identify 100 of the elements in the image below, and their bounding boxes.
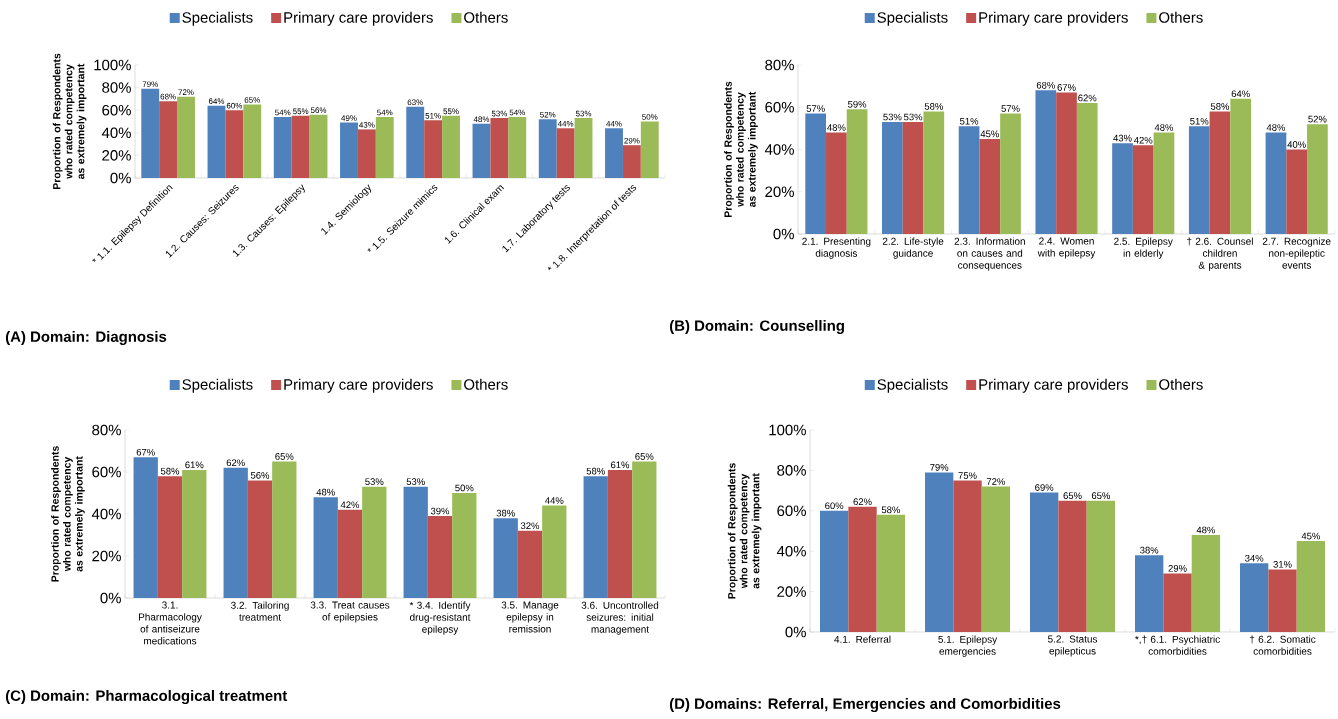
bar xyxy=(1286,149,1308,234)
bar xyxy=(375,116,394,178)
x-tick-label: 2.3. Information on causes and consequences xyxy=(954,237,1025,271)
y-tick-label: 100% xyxy=(769,424,806,436)
legend-label: Others xyxy=(1159,11,1203,23)
data-label: 39% xyxy=(430,507,450,515)
bar xyxy=(923,111,945,234)
y-tick-label: 40% xyxy=(764,144,794,155)
y-tick-label: 0% xyxy=(110,172,131,184)
bar xyxy=(177,96,195,178)
legend-label: Others xyxy=(464,11,508,23)
bar xyxy=(493,518,518,598)
bar xyxy=(846,109,868,234)
data-label: 34% xyxy=(1245,554,1264,562)
bar xyxy=(490,118,509,178)
y-axis-title: Proportion of Respondents who rated competency as extremely important xyxy=(52,53,87,190)
data-label: 61% xyxy=(611,461,630,469)
y-tick-label: 60% xyxy=(92,466,121,478)
bar xyxy=(309,114,328,178)
bar xyxy=(406,106,425,178)
bar xyxy=(538,119,557,178)
bar xyxy=(273,116,292,178)
data-label: 58% xyxy=(586,467,605,475)
bar xyxy=(981,486,1011,632)
legend-label: Specialists xyxy=(182,11,253,26)
x-tick-label: 3.2. Tailoring treatment xyxy=(231,601,289,621)
data-label: 53% xyxy=(883,113,902,121)
y-tick-label: 80% xyxy=(92,424,121,436)
x-tick-label: *,† 6.1. Psychiatric comorbidities xyxy=(1135,635,1220,655)
bar xyxy=(472,123,491,178)
bar xyxy=(1268,569,1297,632)
legend-label: Primary care providers xyxy=(979,378,1128,393)
bar xyxy=(243,104,262,178)
x-tick-label: 2.1. Presenting diagnosis xyxy=(802,237,871,259)
bar xyxy=(902,122,924,234)
bar xyxy=(958,126,980,234)
data-label: 31% xyxy=(1273,560,1292,568)
x-tick-label: 2.4. Women with epilepsy xyxy=(1037,237,1096,259)
data-label: 79% xyxy=(930,464,949,471)
y-axis-title: Proportion of Respondents who rated competency as extremely important xyxy=(727,463,762,599)
bar xyxy=(1296,541,1326,632)
bar xyxy=(1163,573,1192,632)
y-tick-label: 40% xyxy=(776,545,806,557)
bar xyxy=(442,115,460,178)
y-tick-label: 80% xyxy=(777,465,806,476)
bar xyxy=(1030,492,1059,632)
bar xyxy=(1240,563,1269,632)
bar xyxy=(1209,111,1231,234)
data-label: 53% xyxy=(406,478,425,485)
legend-label: Primary care providers xyxy=(284,11,433,26)
data-label: 45% xyxy=(1301,532,1321,540)
data-label: 62% xyxy=(226,459,245,467)
bar xyxy=(1076,103,1098,234)
bar xyxy=(427,516,453,598)
x-tick-label: 2.2. Life-style guidance xyxy=(882,237,944,259)
x-tick-label: 5.1. Epilepsy emergencies xyxy=(938,635,998,657)
data-label: 60% xyxy=(825,502,844,510)
x-tick-label: 2.5. Epilepsy in elderly xyxy=(1114,237,1173,259)
y-tick-label: 80% xyxy=(765,59,794,71)
x-tick-label: † 2.6. Counsel children & parents xyxy=(1187,237,1253,271)
data-label: 67% xyxy=(136,448,155,456)
bar xyxy=(403,486,428,598)
y-axis-title: Proportion of Respondents who rated competency as extremely important xyxy=(724,81,758,218)
data-label: 72% xyxy=(986,478,1005,485)
legend-label: Others xyxy=(1159,378,1203,390)
bar xyxy=(1035,90,1057,234)
bar xyxy=(583,476,608,598)
bar xyxy=(157,476,183,598)
y-tick-label: 20% xyxy=(102,150,131,161)
text: (B) Domain: Counselling xyxy=(669,319,844,334)
bar xyxy=(632,461,657,598)
y-tick-label: 20% xyxy=(777,586,806,597)
bar xyxy=(605,128,623,178)
bar xyxy=(508,116,527,178)
x-tick-label: 3.3. Treat causes of epilepsies xyxy=(310,601,390,623)
x-tick-label: 4.1. Referral xyxy=(834,635,891,643)
bar xyxy=(1188,126,1210,234)
bar xyxy=(517,530,543,598)
data-label: 48% xyxy=(1154,124,1174,131)
data-label: 51% xyxy=(960,117,979,125)
data-label: 58% xyxy=(1210,103,1230,110)
data-label: 59% xyxy=(847,100,867,108)
data-label: 57% xyxy=(1001,105,1020,112)
data-label: 65% xyxy=(1063,492,1082,499)
bar xyxy=(1135,555,1164,632)
data-label: 48% xyxy=(316,488,335,496)
data-label: 45% xyxy=(980,130,999,138)
y-tick-label: 60% xyxy=(777,505,806,517)
data-label: 50% xyxy=(455,484,474,492)
bar xyxy=(141,88,160,178)
y-tick-label: 80% xyxy=(102,82,131,93)
bar xyxy=(424,120,443,178)
data-label: 42% xyxy=(340,501,360,509)
data-label: 58% xyxy=(924,103,943,110)
bar xyxy=(1058,500,1087,632)
data-label: 65% xyxy=(275,453,294,460)
bar xyxy=(1132,145,1154,234)
y-tick-label: 0% xyxy=(785,626,806,638)
bar xyxy=(159,101,178,178)
data-label: 53% xyxy=(365,478,384,485)
